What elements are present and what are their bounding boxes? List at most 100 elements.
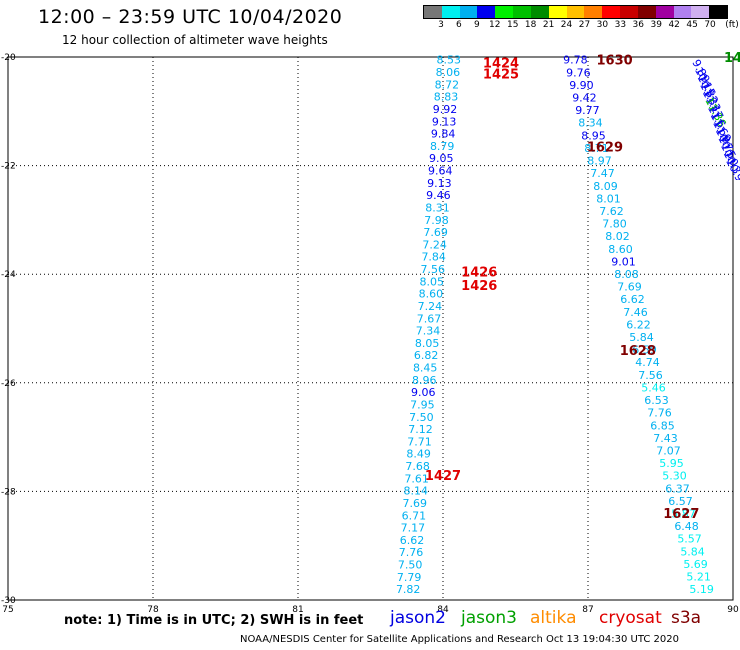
swh-value: 8.60	[419, 288, 444, 301]
swh-value: 8.71	[584, 142, 609, 155]
pass-time-label: 1629	[587, 141, 623, 156]
swh-value: 8.79	[430, 140, 455, 153]
pass-time-label: 1627	[663, 507, 699, 522]
color-scale-swatch	[424, 6, 442, 18]
swh-value: 7.76	[399, 546, 424, 559]
swh-value: 9.05	[429, 152, 454, 165]
color-scale-swatch	[602, 6, 621, 18]
swh-value: 6.71	[402, 509, 427, 522]
color-scale-swatch	[620, 6, 638, 18]
swh-value: 9.06	[411, 386, 436, 399]
swh-value: 8.08	[614, 268, 639, 281]
color-scale-swatch	[655, 6, 674, 18]
swh-value: 8.01	[596, 192, 621, 205]
swh-value: 7.46	[623, 306, 648, 319]
lon-tick-label: 81	[292, 605, 303, 615]
swh-value: 7.95	[410, 398, 435, 411]
color-scale-label: 24	[560, 20, 573, 30]
legend-jason2: jason2	[390, 608, 446, 628]
color-scale-bar	[423, 5, 728, 19]
color-scale-swatch	[495, 6, 514, 18]
color-scale-labels: 3 6 9 12 15 18 21 24 27 30 33 36 39 42 45 70 (ft)	[423, 20, 740, 34]
swh-value: 5.21	[686, 571, 711, 584]
swh-value: 6.53	[644, 394, 669, 407]
legend-cryosat: cryosat	[599, 608, 662, 628]
color-scale-swatch	[548, 6, 567, 18]
color-scale-label: 39	[650, 20, 662, 30]
swh-value: 7.56	[420, 263, 445, 276]
swh-value: 7.79	[397, 571, 422, 584]
legend-jason3: jason3	[461, 608, 517, 628]
lat-tick-label: -28	[1, 487, 16, 497]
swh-value: 6.48	[674, 520, 699, 533]
swh-value: 5.46	[641, 381, 666, 394]
swh-value: 6.62	[400, 534, 425, 547]
swh-value: 6.57	[668, 495, 693, 508]
swh-value: 7.84	[421, 251, 446, 264]
swh-value: 7.50	[398, 559, 423, 572]
color-scale-swatch	[691, 6, 710, 18]
color-scale-swatch	[673, 6, 692, 18]
lat-tick-label: -20	[1, 53, 16, 63]
swh-value: 8.49	[406, 448, 431, 461]
swh-value: 5.84	[629, 331, 654, 344]
swh-value: 9.46	[426, 189, 451, 202]
lon-tick-label: 90	[727, 605, 739, 615]
swh-value: 5.30	[662, 470, 687, 483]
swh-value: 5.57	[677, 533, 702, 546]
map-frame	[7, 56, 734, 601]
swh-value: 8.09	[593, 180, 618, 193]
swh-value: 4.74	[635, 356, 660, 369]
swh-value: 8.96	[412, 374, 437, 387]
swh-value: 7.47	[590, 167, 615, 180]
color-scale-swatch	[709, 6, 728, 18]
edge-time-label: 14	[724, 51, 740, 66]
swh-value: 7.07	[656, 444, 681, 457]
swh-value: 8.83	[434, 91, 459, 104]
color-scale-label: 15	[506, 20, 519, 30]
map-title: 12:00 – 23:59 UTC 10/04/2020	[38, 6, 343, 28]
swh-value: 9.01	[611, 255, 636, 268]
map-subtitle: 12 hour collection of altimeter wave hei…	[62, 33, 328, 47]
color-scale-swatch	[477, 6, 496, 18]
swh-value: 8.72	[435, 78, 460, 91]
swh-value: 5.95	[659, 457, 684, 470]
color-scale-label: 12	[489, 20, 501, 30]
color-scale-swatch	[566, 6, 585, 18]
color-scale-swatch	[584, 6, 603, 18]
swh-value: 10.9	[723, 156, 740, 184]
swh-value: 7.12	[408, 423, 433, 436]
pass-time-label: 1426	[461, 279, 497, 294]
swh-value: 9.13	[432, 115, 457, 128]
swh-value: 7.71	[407, 435, 432, 448]
swh-value: 8.60	[608, 243, 633, 256]
swh-value: 8.05	[415, 337, 440, 350]
swh-value: 5.84	[680, 545, 705, 558]
swh-value: 8.05	[420, 275, 445, 288]
pass-time-label: 1628	[620, 344, 656, 359]
swh-value: 6.37	[665, 482, 690, 495]
swh-value: 5.19	[689, 583, 714, 596]
swh-value: 9.78	[563, 54, 588, 67]
swh-value: 7.34	[416, 325, 441, 338]
lat-tick-label: -30	[1, 596, 16, 606]
color-scale-label: 21	[542, 20, 555, 30]
lat-tick-label: -22	[1, 162, 16, 172]
color-scale-label: 42	[668, 20, 680, 30]
swh-value: 8.95	[581, 129, 606, 142]
swh-value: 7.62	[599, 205, 624, 218]
color-scale-label: 6	[456, 20, 462, 30]
swh-value: 6.22	[626, 318, 651, 331]
pass-time-label: 1630	[596, 54, 632, 69]
pass-time-label: 1427	[425, 469, 461, 484]
swh-value: 7.82	[396, 583, 421, 596]
color-scale-swatch	[441, 6, 460, 18]
swh-value: 5.87	[671, 508, 696, 521]
swh-value: 8.53	[437, 54, 462, 67]
swh-value: 9.77	[575, 104, 600, 117]
swh-value: 8.06	[436, 66, 461, 79]
pass-time-label: 1424	[483, 56, 519, 71]
swh-value: 7.61	[404, 472, 429, 485]
swh-value: 9.64	[428, 165, 453, 178]
